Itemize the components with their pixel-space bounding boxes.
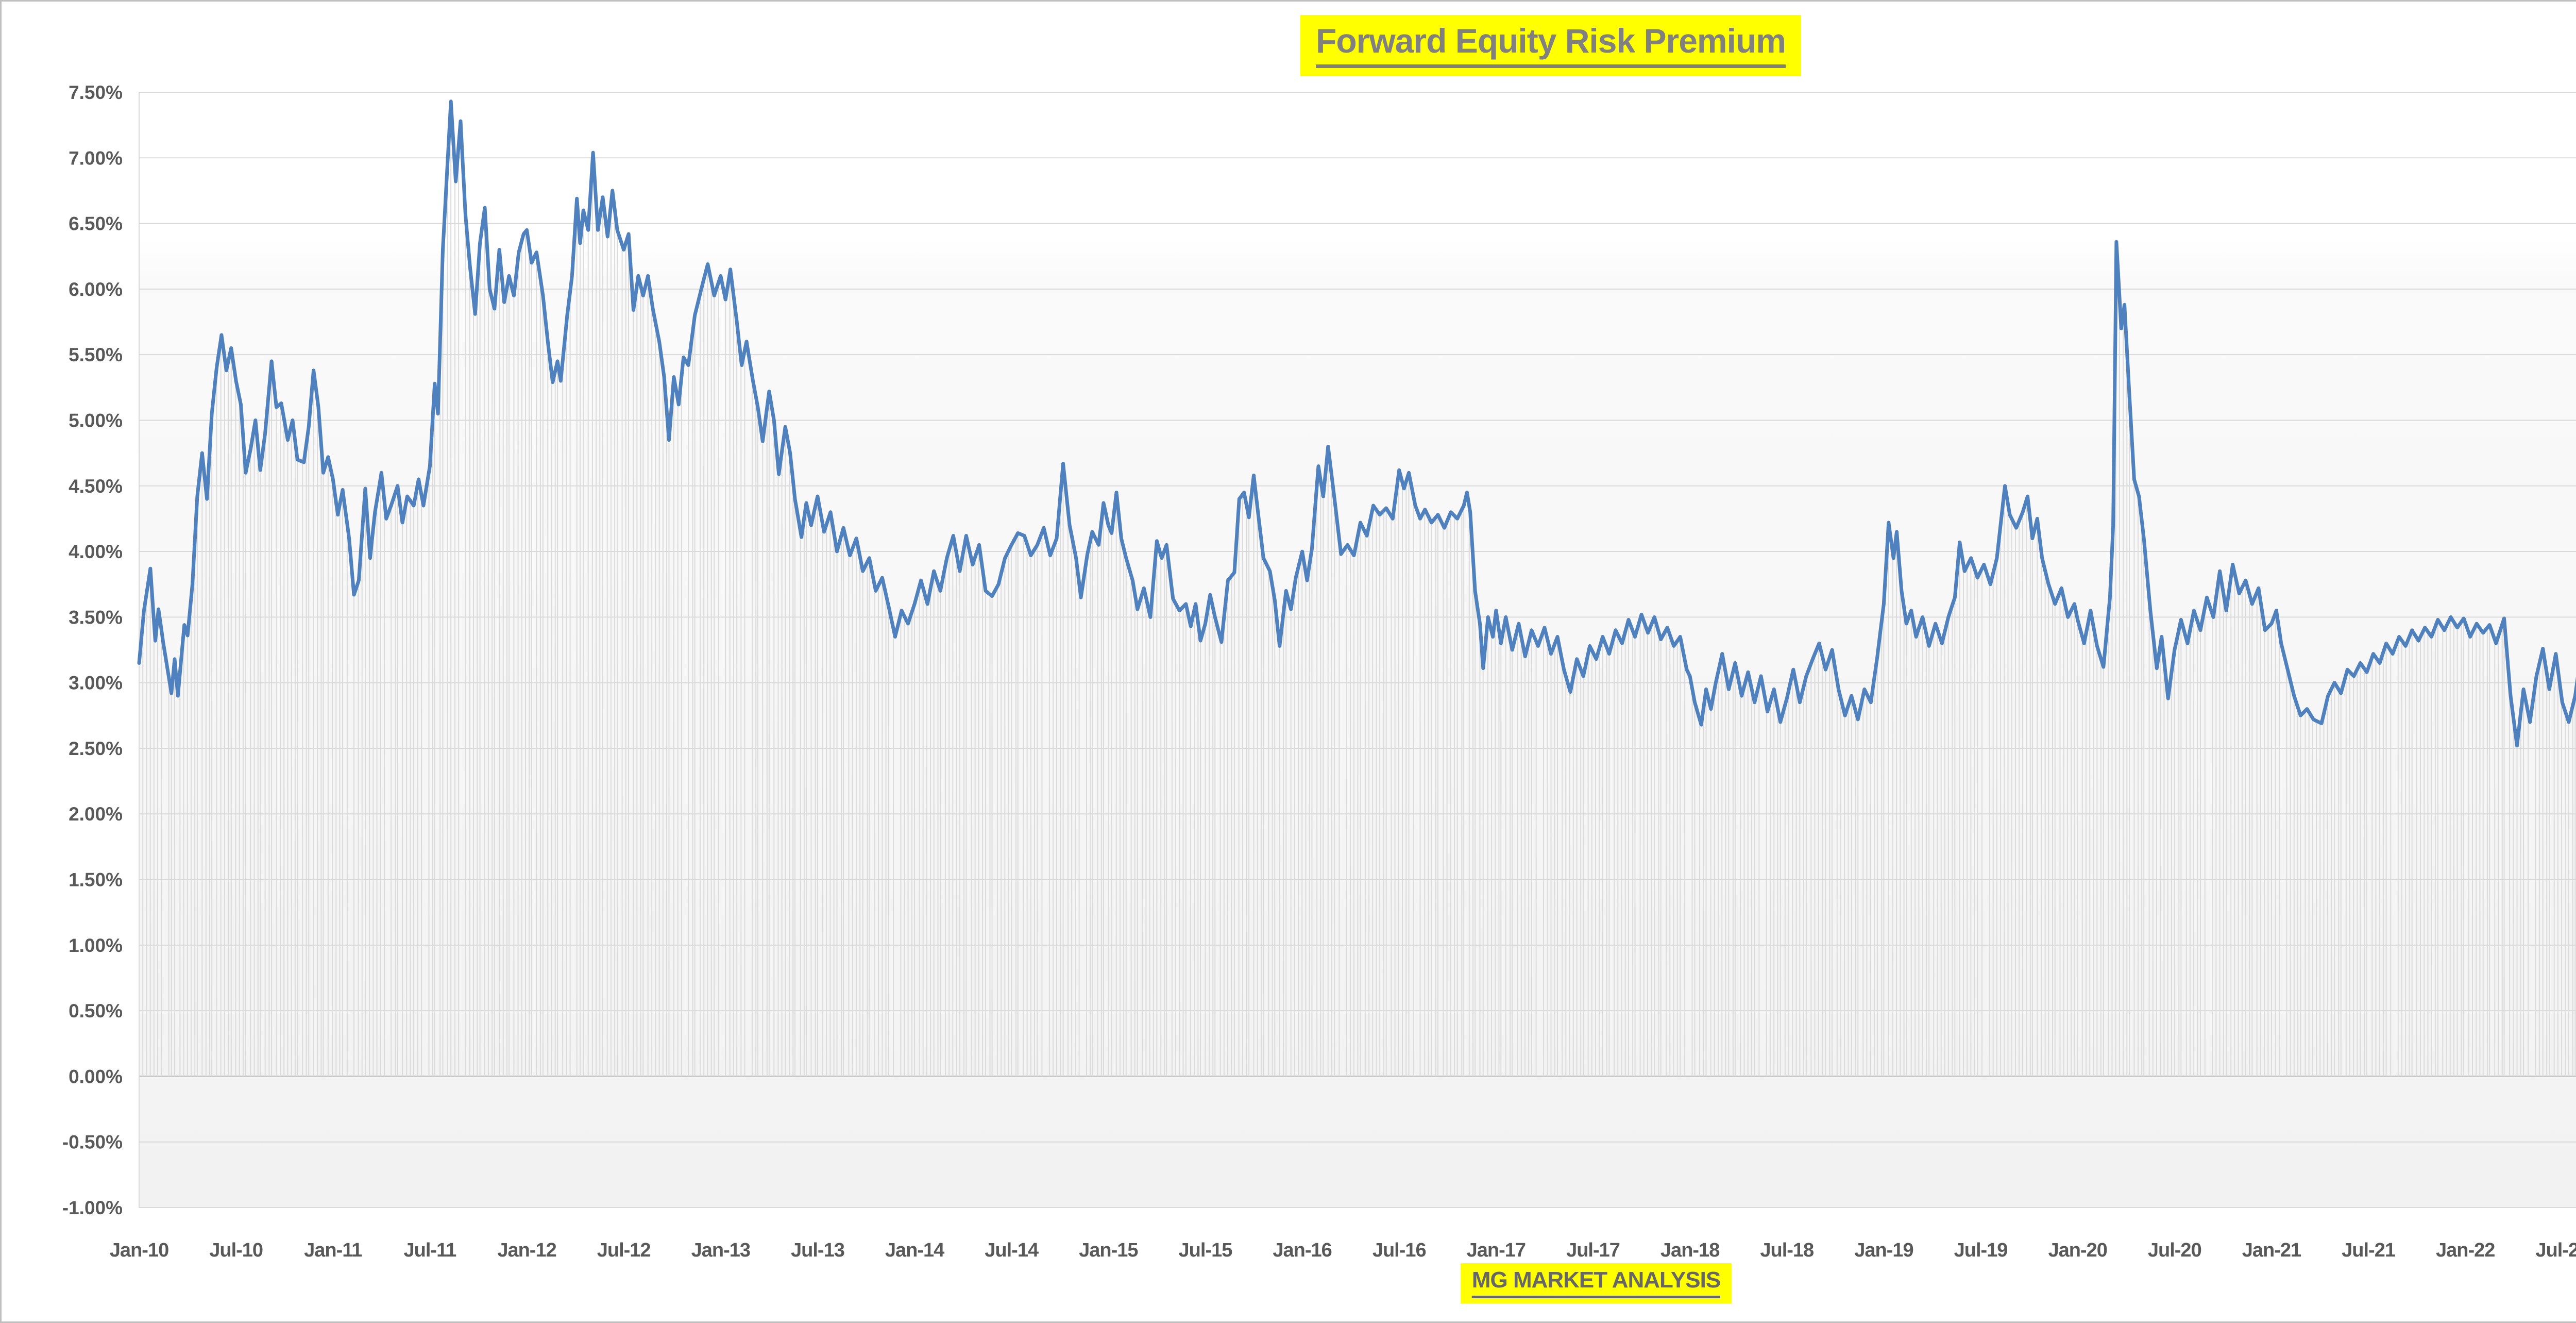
y-axis-tick-label: -1.00%	[62, 1197, 123, 1218]
y-axis-tick-label: 2.00%	[69, 803, 123, 825]
y-axis-tick-label: 4.50%	[69, 476, 123, 497]
y-axis-tick-label: 1.50%	[69, 869, 123, 891]
x-axis-tick-label: Jul-12	[597, 1240, 651, 1261]
x-axis-tick-label: Jan-12	[497, 1240, 556, 1261]
y-axis-tick-label: 6.00%	[69, 279, 123, 300]
x-axis-tick-label: Jul-19	[1954, 1240, 2008, 1261]
x-axis-tick-label: Jul-13	[791, 1240, 844, 1261]
x-axis-tick-label: Jul-20	[2148, 1240, 2201, 1261]
chart-title: Forward Equity Risk Premium	[1316, 21, 1786, 68]
x-axis-tick-label: Jul-18	[1760, 1240, 1814, 1261]
x-axis-tick-label: Jan-11	[304, 1240, 362, 1261]
y-axis-tick-label: 5.00%	[69, 410, 123, 431]
x-axis-tick-label: Jul-10	[209, 1240, 263, 1261]
chart-title-highlight: Forward Equity Risk Premium	[1300, 15, 1801, 76]
drop-lines	[139, 103, 2576, 1077]
y-axis-tick-label: 3.00%	[69, 673, 123, 694]
x-axis-tick-label: Jan-21	[2242, 1240, 2301, 1261]
y-axis-tick-label: 6.50%	[69, 213, 123, 235]
y-axis-tick-label: -0.50%	[62, 1132, 123, 1153]
x-axis-tick-label: Jul-14	[985, 1240, 1039, 1261]
x-axis-tick-label: Jul-21	[2342, 1240, 2396, 1261]
x-axis-tick-label: Jan-13	[691, 1240, 750, 1261]
y-axis-tick-label: 7.00%	[69, 147, 123, 169]
y-axis-tick-label: 3.50%	[69, 607, 123, 628]
x-axis-tick-label: Jan-18	[1660, 1240, 1719, 1261]
chart-footer-highlight: MG MARKET ANALYSIS	[1460, 1263, 1732, 1303]
x-axis-tick-label: Jul-22	[2535, 1240, 2576, 1261]
y-axis-tick-label: 0.00%	[69, 1066, 123, 1087]
x-axis-tick-label: Jul-16	[1372, 1240, 1426, 1261]
x-axis-tick-label: Jan-16	[1273, 1240, 1331, 1261]
x-axis-tick-label: Jul-11	[404, 1240, 457, 1261]
erp-line-series	[137, 99, 2576, 748]
x-axis-tick-label: Jan-19	[1854, 1240, 1913, 1261]
chart-footer-watermark: MG MARKET ANALYSIS	[1471, 1267, 1721, 1298]
x-axis-tick-label: Jul-15	[1179, 1240, 1233, 1261]
x-axis-tick-label: Jan-17	[1467, 1240, 1526, 1261]
x-axis-tick-label: Jan-22	[2436, 1240, 2495, 1261]
y-axis-tick-label: 5.50%	[69, 344, 123, 365]
y-axis-tick-label: 1.00%	[69, 935, 123, 956]
x-axis-tick-label: Jan-10	[110, 1240, 168, 1261]
y-axis-tick-label: 7.50%	[69, 82, 123, 103]
x-axis-tick-label: Jul-17	[1566, 1240, 1620, 1261]
y-axis-tick-label: 2.50%	[69, 738, 123, 759]
x-axis-tick-label: Jan-20	[2048, 1240, 2107, 1261]
y-axis-tick-label: 4.00%	[69, 541, 123, 562]
x-axis-tick-label: Jan-14	[885, 1240, 944, 1261]
y-axis-tick-label: 0.50%	[69, 1000, 123, 1021]
x-axis-tick-label: Jan-15	[1079, 1240, 1138, 1261]
